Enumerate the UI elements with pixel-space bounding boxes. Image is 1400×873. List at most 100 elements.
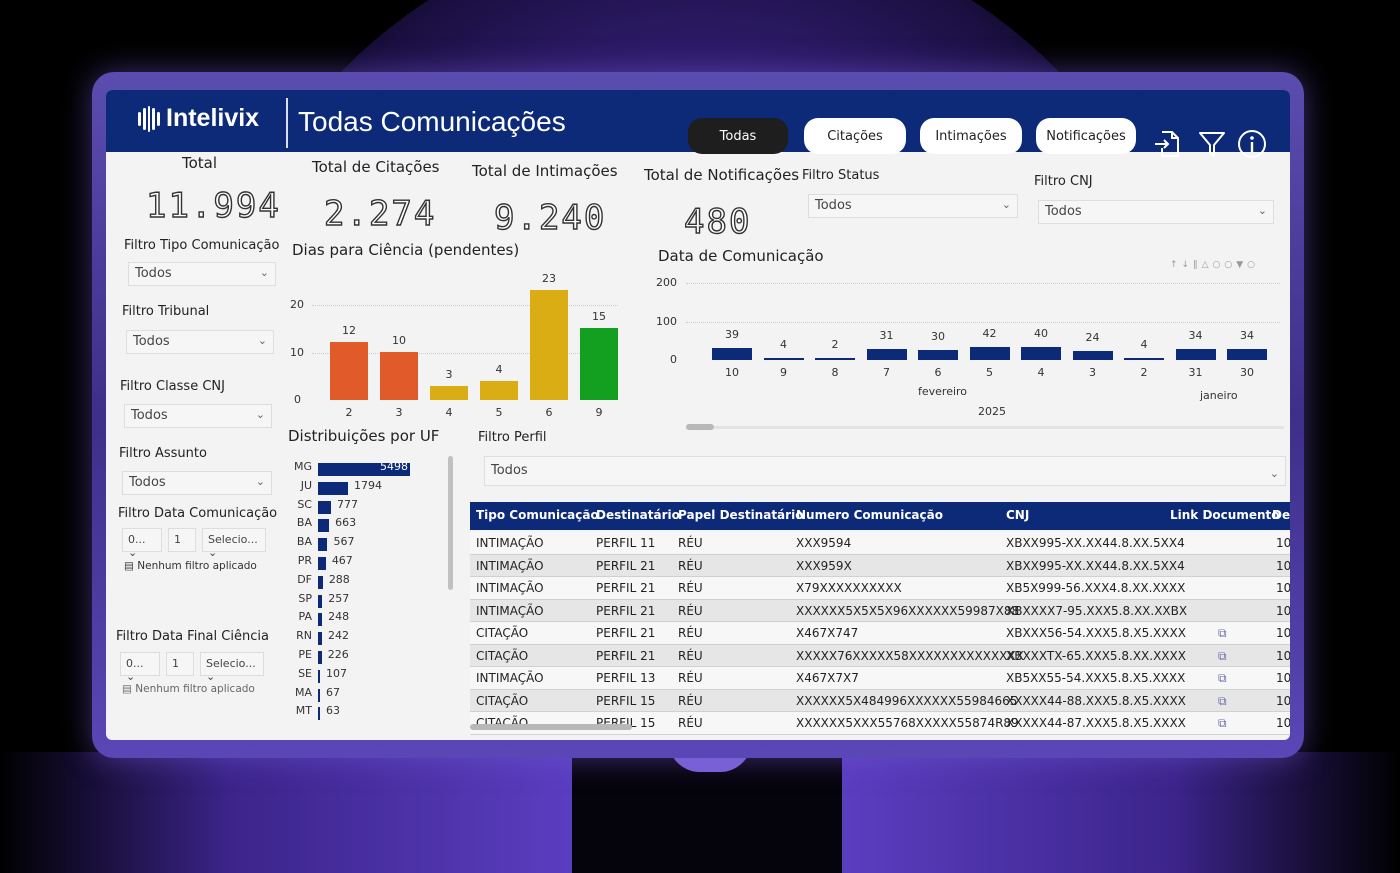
uf-row[interactable]: SE 107 bbox=[288, 667, 448, 685]
date-unit-dropdown[interactable]: Selecio... ⌄ bbox=[202, 528, 266, 559]
bar[interactable] bbox=[1124, 358, 1164, 360]
uf-bar bbox=[318, 707, 320, 721]
bar[interactable] bbox=[712, 347, 752, 360]
uf-label: SP bbox=[298, 591, 312, 605]
column-header-numero[interactable]: Numero Comunicação bbox=[796, 508, 943, 522]
uf-row[interactable]: JU 1794 bbox=[288, 479, 448, 497]
bar-value-label: 34 bbox=[1188, 328, 1203, 342]
date-final-unit-dropdown[interactable]: Selecio... ⌄ bbox=[200, 652, 264, 683]
visual-toolbar[interactable]: ↑↓‖△○○▼○ bbox=[1170, 260, 1259, 270]
column-header-destinatario[interactable]: Destinatário bbox=[596, 508, 680, 522]
uf-row[interactable]: PR 467 bbox=[288, 554, 448, 572]
link-icon[interactable]: ⧉ bbox=[1218, 671, 1227, 685]
date-operator-value: 0... bbox=[126, 657, 144, 670]
link-icon[interactable]: ⧉ bbox=[1218, 716, 1227, 730]
uf-label: MA bbox=[294, 685, 312, 699]
tab-notificacoes[interactable]: Notificações bbox=[1036, 118, 1136, 154]
info-icon[interactable] bbox=[1236, 128, 1268, 160]
bar[interactable] bbox=[330, 342, 368, 400]
cell-numero: X467X747 bbox=[796, 626, 859, 640]
cell-tipo: CITAÇÃO bbox=[476, 648, 529, 663]
date-final-operator-dropdown[interactable]: 0... ⌄ bbox=[120, 652, 160, 683]
chart-horizontal-scrollbar[interactable] bbox=[686, 424, 714, 430]
table-row[interactable]: INTIMAÇÃO PERFIL 21 RÉU XXX959X XBXX995-XX.X… bbox=[470, 554, 1290, 577]
date-operator-dropdown[interactable]: 0... ⌄ bbox=[122, 528, 162, 559]
uf-row[interactable]: RN 242 bbox=[288, 629, 448, 647]
date-final-number-input[interactable]: 1 bbox=[166, 652, 194, 676]
filter-assunto-dropdown[interactable]: Todos ⌄ bbox=[122, 471, 272, 495]
bar[interactable] bbox=[1227, 348, 1267, 360]
column-header-papel[interactable]: Papel Destinatário bbox=[678, 508, 804, 522]
cell-cnj: XBXXXX7-95.XXX5.8.XX.XXBX bbox=[1006, 603, 1188, 618]
uf-row[interactable]: MA 67 bbox=[288, 686, 448, 704]
uf-row[interactable]: BA 663 bbox=[288, 516, 448, 534]
bar[interactable] bbox=[1175, 348, 1216, 360]
tab-citacoes[interactable]: Citações bbox=[804, 118, 906, 154]
link-icon[interactable]: ⧉ bbox=[1218, 626, 1227, 640]
table-row[interactable]: INTIMAÇÃO PERFIL 21 RÉU X79XXXXXXXXXX XB5X99… bbox=[470, 577, 1290, 600]
bar[interactable] bbox=[580, 328, 618, 400]
table-horizontal-scrollbar[interactable] bbox=[470, 724, 632, 730]
uf-row[interactable]: SP 257 bbox=[288, 592, 448, 610]
column-header-tipo[interactable]: Tipo Comunicação bbox=[476, 508, 599, 522]
export-icon[interactable] bbox=[1152, 128, 1184, 160]
bar[interactable] bbox=[918, 349, 958, 360]
uf-label: BA bbox=[296, 516, 312, 530]
link-icon[interactable]: ⧉ bbox=[1218, 648, 1227, 663]
x-group-label: fevereiro bbox=[918, 385, 968, 398]
tab-label: Notificações bbox=[1046, 128, 1126, 144]
bar[interactable] bbox=[815, 358, 855, 360]
column-header-de[interactable]: De bbox=[1272, 508, 1290, 522]
kpi-total-value: 11.994 bbox=[145, 185, 281, 226]
table-row[interactable]: INTIMAÇÃO PERFIL 13 RÉU X467X7X7 XB5XX55-54.… bbox=[470, 667, 1290, 690]
bar[interactable] bbox=[866, 349, 907, 360]
uf-value: 248 bbox=[328, 610, 350, 624]
table-row[interactable]: CITAÇÃO PERFIL 21 RÉU X467X747 XBXXX56-54.XX… bbox=[470, 622, 1290, 645]
bar[interactable] bbox=[530, 289, 568, 400]
cell-cnj: XBXXXTX-65.XXX5.8.XX.XXXX bbox=[1006, 648, 1186, 663]
filter-classe-dropdown[interactable]: Todos ⌄ bbox=[124, 404, 272, 428]
date-number-value: 1 bbox=[172, 657, 179, 670]
bar[interactable] bbox=[380, 352, 418, 400]
desk-surface-left bbox=[0, 752, 572, 873]
cell-papel: RÉU bbox=[678, 626, 703, 640]
uf-bar bbox=[318, 481, 349, 495]
bar[interactable] bbox=[969, 346, 1010, 360]
uf-row[interactable]: MT 63 bbox=[288, 704, 448, 722]
bar[interactable] bbox=[430, 385, 468, 400]
uf-vertical-scrollbar[interactable] bbox=[448, 456, 453, 590]
table-row[interactable]: CITAÇÃO PERFIL 21 RÉU XXXXX76XXXXX58XXXXXXX… bbox=[470, 644, 1290, 667]
date-number-input[interactable]: 1 bbox=[168, 528, 196, 552]
cell-papel: RÉU bbox=[678, 603, 703, 618]
table-row[interactable]: CITAÇÃO PERFIL 15 RÉU XXXXXX5X484996XXXXXX5… bbox=[470, 689, 1290, 712]
uf-row[interactable]: DF 288 bbox=[288, 573, 448, 591]
filter-status-dropdown[interactable]: Todos ⌄ bbox=[808, 194, 1018, 218]
filter-tipo-dropdown[interactable]: Todos ⌄ bbox=[128, 262, 276, 286]
bar-value-label: 30 bbox=[931, 329, 945, 343]
uf-row[interactable]: SC 777 bbox=[288, 498, 448, 516]
chevron-down-icon: ⌄ bbox=[255, 475, 265, 488]
cell-de: 10 bbox=[1276, 671, 1290, 685]
table-row[interactable]: INTIMAÇÃO PERFIL 21 RÉU XXXXXX5X5X5X96XXXXX… bbox=[470, 599, 1290, 622]
link-icon[interactable]: ⧉ bbox=[1218, 693, 1227, 708]
filter-icon[interactable] bbox=[1196, 128, 1228, 160]
uf-row[interactable]: MG 5498 bbox=[288, 460, 448, 478]
uf-row[interactable]: BA 567 bbox=[288, 535, 448, 553]
column-header-cnj[interactable]: CNJ bbox=[1006, 508, 1030, 522]
bar[interactable] bbox=[763, 358, 804, 360]
uf-value: 257 bbox=[328, 591, 350, 605]
uf-row[interactable]: PE 226 bbox=[288, 648, 448, 666]
bar[interactable] bbox=[480, 380, 518, 400]
filter-tribunal-dropdown[interactable]: Todos ⌄ bbox=[126, 330, 274, 354]
cell-numero: XXXXXX5X484996XXXXXX55984665 bbox=[796, 693, 1018, 708]
bar[interactable] bbox=[1021, 347, 1061, 360]
table-row[interactable]: INTIMAÇÃO PERFIL 11 RÉU XXX9594 XBXX995-XX.X… bbox=[470, 532, 1290, 555]
column-header-link[interactable]: Link Documento bbox=[1170, 508, 1280, 522]
filter-perfil-dropdown[interactable]: Todos ⌄ bbox=[484, 456, 1286, 486]
uf-label: MT bbox=[295, 704, 312, 718]
bar[interactable] bbox=[1072, 350, 1113, 360]
filter-cnj-dropdown[interactable]: Todos ⌄ bbox=[1038, 200, 1274, 224]
tab-todas[interactable]: Todas bbox=[688, 118, 788, 154]
tab-intimacoes[interactable]: Intimações bbox=[920, 118, 1022, 154]
uf-row[interactable]: PA 248 bbox=[288, 610, 448, 628]
